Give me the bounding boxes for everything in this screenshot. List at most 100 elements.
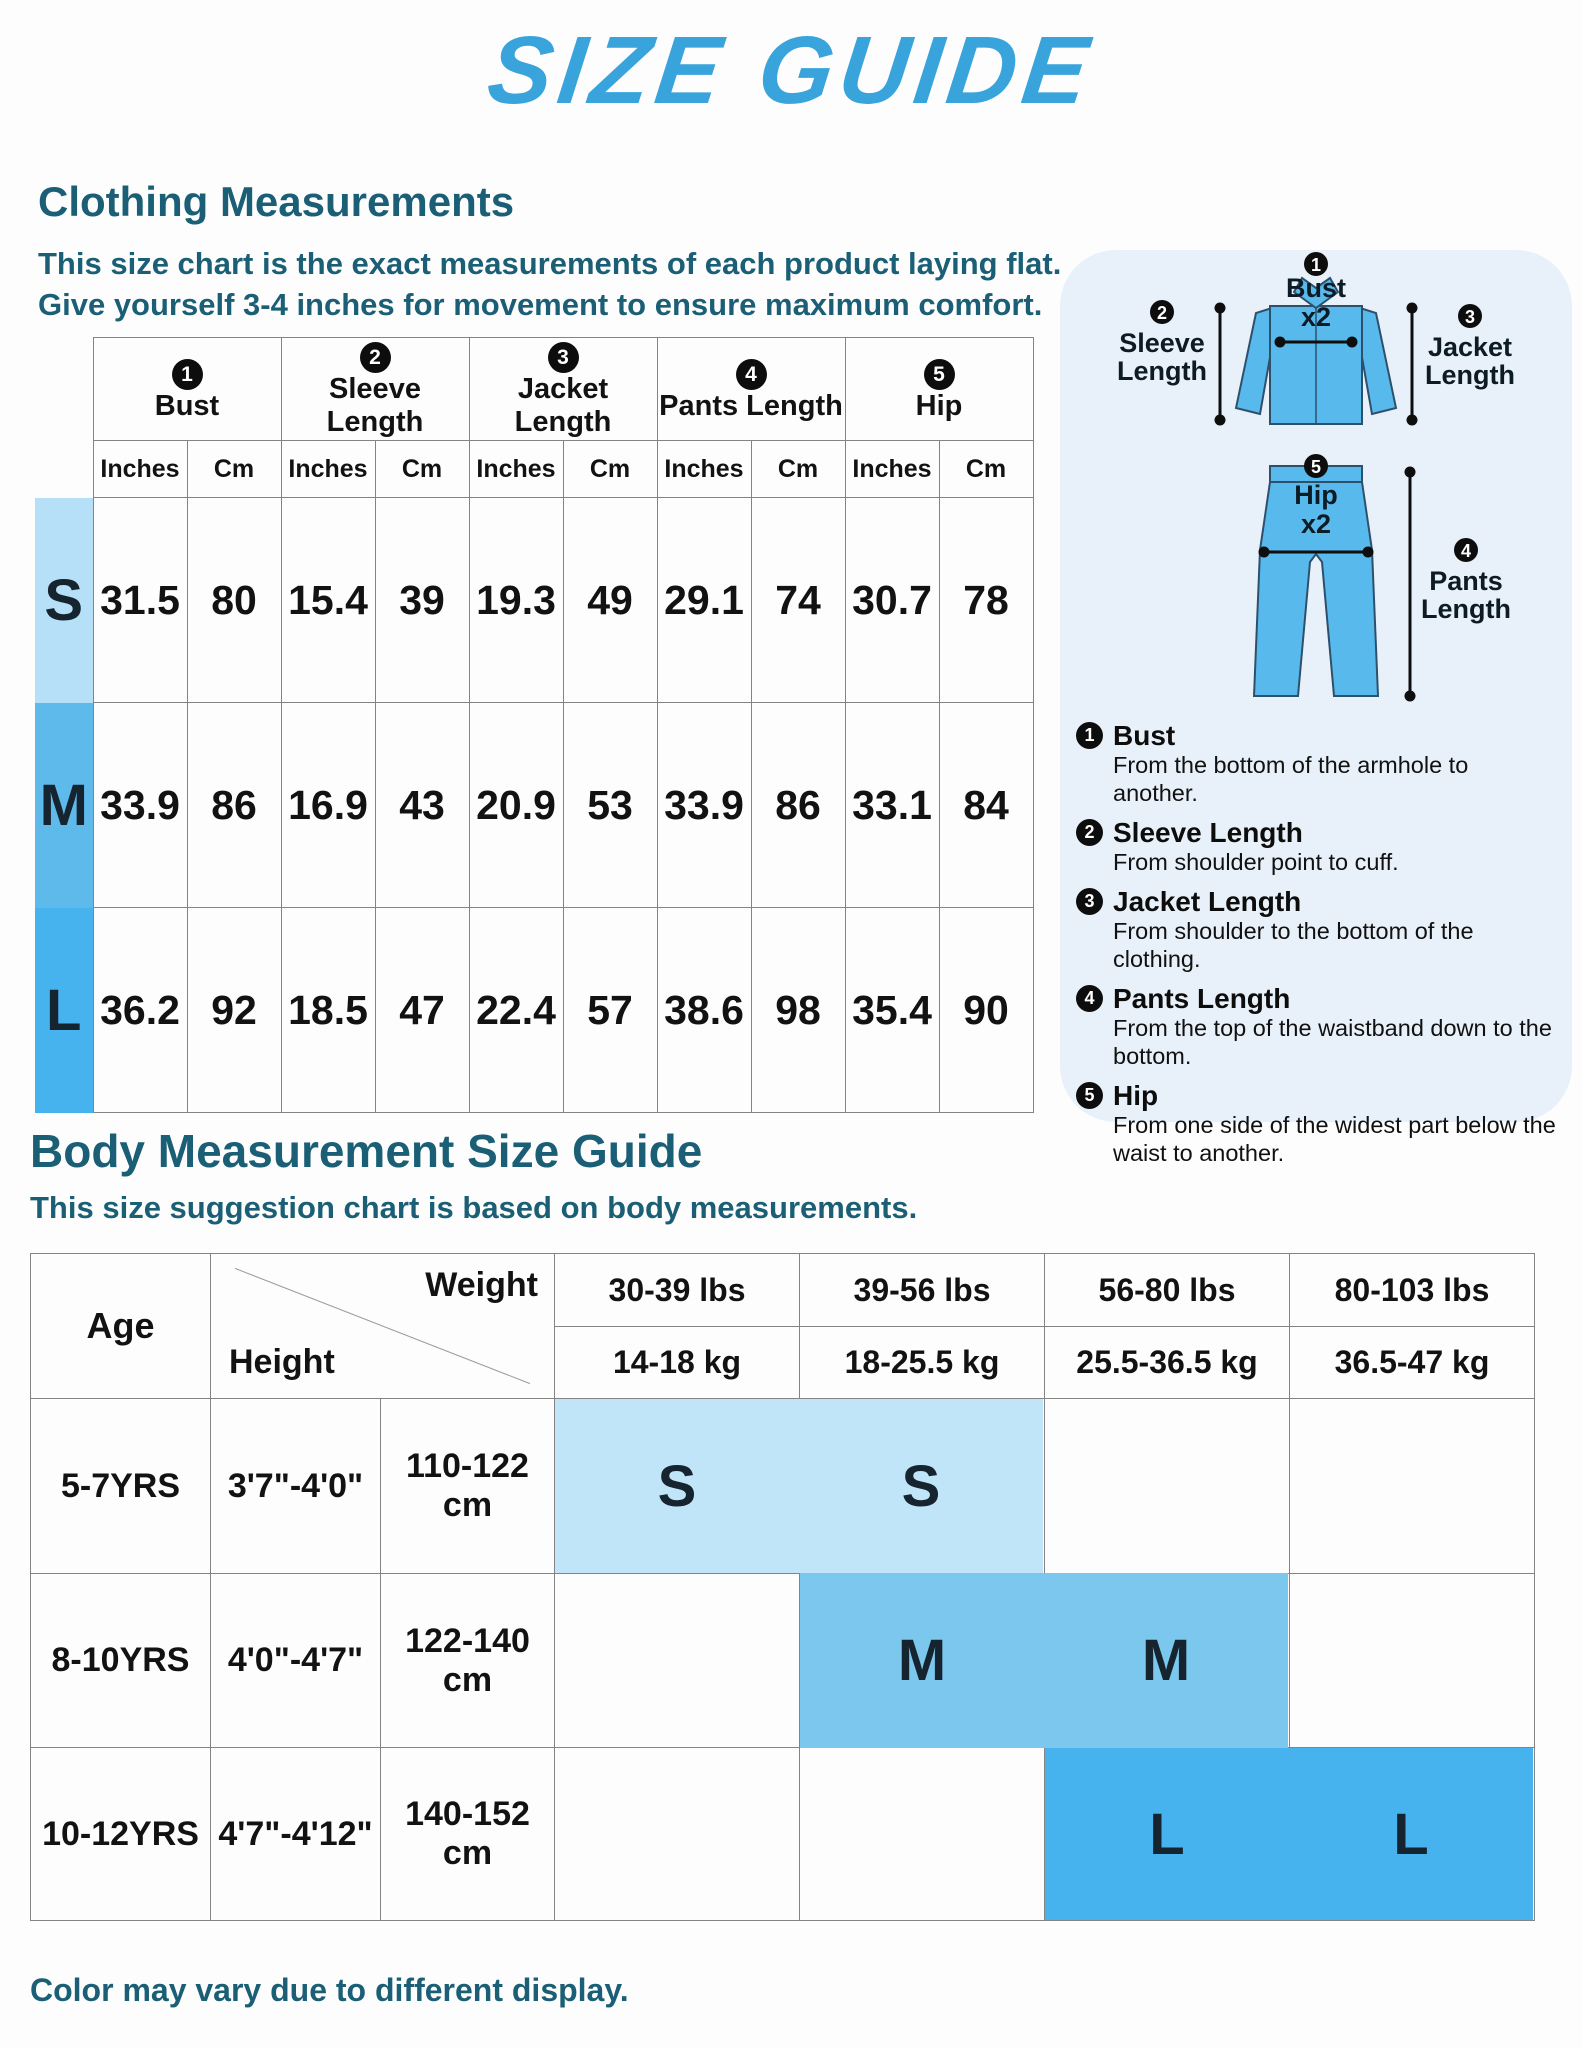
legend-description: From shoulder point to cuff. xyxy=(1113,849,1399,875)
height-ft-cell: 3'7"-4'0" xyxy=(210,1398,381,1574)
column-label-pants-length: Pants Length xyxy=(659,389,843,422)
measurement-cell: 80 xyxy=(186,497,282,703)
clothing-size-table: 1 Bust 2 Sleeve Length 3 Jacket Length 4… xyxy=(35,337,1034,1113)
measurement-cell: 18.5 xyxy=(280,907,376,1113)
measurement-cell: 39 xyxy=(374,497,470,703)
legend-title: Hip xyxy=(1113,1080,1159,1111)
measurement-cell: 84 xyxy=(938,702,1034,908)
size-label-l: L xyxy=(35,907,93,1113)
legend-title: Bust xyxy=(1113,720,1176,751)
measurement-cell: 22.4 xyxy=(468,907,564,1113)
footer-note: Color may vary due to different display. xyxy=(30,1972,629,2008)
age-column-header: Age xyxy=(30,1253,211,1399)
legend-title: Sleeve Length xyxy=(1113,817,1303,848)
number-badge-3: 3 xyxy=(547,342,579,373)
size-highlight-l: L L xyxy=(1045,1748,1533,1920)
measurement-cell: 78 xyxy=(938,497,1034,703)
svg-text:Length: Length xyxy=(1117,356,1207,386)
unit-header-inches: Inches xyxy=(468,440,564,498)
measurement-cell: 86 xyxy=(750,702,846,908)
unit-header-inches: Inches xyxy=(92,440,188,498)
weight-header-kg: 18-25.5 kg xyxy=(799,1326,1045,1399)
svg-text:Bust: Bust xyxy=(1286,273,1346,303)
column-header-sleeve-length: 2 Sleeve Length xyxy=(280,337,470,441)
svg-text:3: 3 xyxy=(1465,307,1475,327)
measurement-cell: 90 xyxy=(938,907,1034,1113)
legend-item-jacket-length: 3 Jacket Length From shoulder to the bot… xyxy=(1076,886,1558,973)
size-cell xyxy=(1289,1573,1535,1748)
measurement-cell: 29.1 xyxy=(656,497,752,703)
measurement-cell: 30.7 xyxy=(844,497,940,703)
size-cell xyxy=(554,1573,800,1748)
size-letter-s: S xyxy=(657,1453,697,1519)
number-badge-1: 1 xyxy=(171,358,203,390)
size-label-s: S xyxy=(35,497,93,703)
measurement-cell: 49 xyxy=(562,497,658,703)
size-letter-l: L xyxy=(1149,1801,1185,1867)
legend-title: Pants Length xyxy=(1113,983,1291,1014)
clothing-measurements-heading: Clothing Measurements xyxy=(38,178,515,225)
column-label-bust: Bust xyxy=(154,389,220,422)
weight-header-kg: 25.5-36.5 kg xyxy=(1044,1326,1290,1399)
measurement-cell: 33.1 xyxy=(844,702,940,908)
page-title: SIZE GUIDE xyxy=(482,17,1100,124)
legend-description: From the top of the waistband down to th… xyxy=(1113,1015,1552,1069)
column-label-jacket-length: Jacket Length xyxy=(514,373,612,438)
unit-header-cm: Cm xyxy=(562,440,658,498)
body-measurement-heading: Body Measurement Size Guide xyxy=(30,1125,703,1177)
svg-text:1: 1 xyxy=(1311,255,1321,275)
measurement-cell: 31.5 xyxy=(92,497,188,703)
age-cell: 8-10YRS xyxy=(30,1573,211,1748)
size-letter-m: M xyxy=(897,1628,947,1693)
body-measurement-description: This size suggestion chart is based on b… xyxy=(30,1190,918,1225)
svg-text:5: 5 xyxy=(1311,457,1321,477)
age-row-5-7: 5-7YRS 3'7"-4'0" 110-122 cm xyxy=(30,1398,1535,1574)
sleeve-length-label: 2 Sleeve Length xyxy=(1117,300,1207,386)
legend-description: From one side of the widest part below t… xyxy=(1113,1112,1556,1166)
column-header-jacket-length: 3 Jacket Length xyxy=(468,337,658,441)
pants-length-label: 4 Pants Length xyxy=(1421,538,1511,624)
unit-header-inches: Inches xyxy=(656,440,752,498)
svg-text:Length: Length xyxy=(1421,594,1511,624)
size-cell xyxy=(1289,1398,1535,1574)
unit-header-cm: Cm xyxy=(750,440,846,498)
measurement-cell: 98 xyxy=(750,907,846,1113)
svg-text:2: 2 xyxy=(1157,303,1167,323)
number-badge-4: 4 xyxy=(735,358,767,390)
bust-measure-line xyxy=(1274,336,1358,348)
svg-text:Length: Length xyxy=(1425,360,1515,390)
garment-diagram: 1 Bust x2 2 Sleeve Length xyxy=(1117,252,1515,702)
units-row: Inches Cm Inches Cm Inches Cm Inches Cm … xyxy=(35,440,1034,498)
measurement-cell: 86 xyxy=(186,702,282,908)
size-highlight-m: M M xyxy=(800,1573,1288,1748)
measurement-cell: 35.4 xyxy=(844,907,940,1113)
legend-item-bust: 1 Bust From the bottom of the armhole to… xyxy=(1076,720,1558,807)
weight-header-kg: 36.5-47 kg xyxy=(1289,1326,1535,1399)
column-header-bust: 1 Bust xyxy=(92,337,282,441)
pants-illustration xyxy=(1252,465,1380,697)
clothing-description-line1: This size chart is the exact measurement… xyxy=(38,246,1062,281)
svg-text:x2: x2 xyxy=(1301,302,1331,332)
jacket-length-label: 3 Jacket Length xyxy=(1425,304,1515,390)
height-cm-cell: 110-122 cm xyxy=(380,1398,555,1574)
size-cell xyxy=(799,1747,1045,1921)
number-badge-1 xyxy=(1304,252,1328,276)
size-highlight-s: S S xyxy=(555,1399,1043,1573)
weight-header-lbs: 56-80 lbs xyxy=(1044,1253,1290,1327)
legend-title: Jacket Length xyxy=(1113,886,1302,917)
number-badge-4 xyxy=(1454,538,1478,562)
unit-header-cm: Cm xyxy=(374,440,470,498)
measurement-cell: 19.3 xyxy=(468,497,564,703)
size-label-m: M xyxy=(35,702,93,908)
size-row-s: S 31.5 80 15.4 39 19.3 49 29.1 74 30.7 7… xyxy=(35,497,1034,703)
age-cell: 5-7YRS xyxy=(30,1398,211,1574)
size-letter-m: M xyxy=(1141,1628,1191,1693)
legend-description: From the bottom of the armhole to anothe… xyxy=(1113,752,1469,806)
hip-measure-line xyxy=(1258,546,1374,558)
height-cm-cell: 140-152 cm xyxy=(380,1747,555,1921)
number-badge-5: 5 xyxy=(1076,1082,1103,1109)
number-badge-4: 4 xyxy=(1076,985,1103,1012)
legend-description: From shoulder to the bottom of the cloth… xyxy=(1113,918,1474,972)
age-row-8-10: 8-10YRS 4'0"-4'7" 122-140 cm xyxy=(30,1573,1535,1748)
